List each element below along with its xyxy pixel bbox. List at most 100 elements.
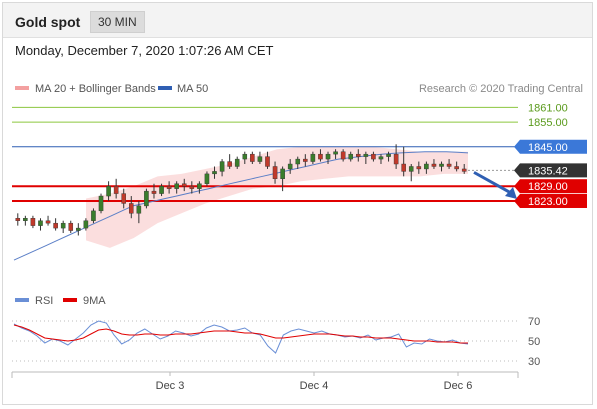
candle bbox=[121, 188, 126, 209]
candle-body bbox=[151, 190, 157, 194]
candle-body bbox=[318, 153, 323, 160]
candle-body bbox=[242, 153, 248, 160]
candle bbox=[371, 151, 376, 162]
ma50-legend-swatch bbox=[158, 86, 172, 90]
candle bbox=[250, 151, 255, 165]
copyright-text: Research © 2020 Trading Central bbox=[419, 83, 583, 95]
candle-body bbox=[113, 185, 119, 194]
timestamp: Monday, December 7, 2020 1:07:26 AM CET bbox=[15, 43, 274, 58]
candle-body bbox=[424, 163, 429, 170]
candle bbox=[144, 188, 149, 209]
candle-body bbox=[144, 190, 149, 207]
candle bbox=[234, 156, 240, 169]
candle bbox=[310, 151, 316, 165]
candle-body bbox=[15, 218, 21, 221]
support-label-box bbox=[520, 193, 587, 208]
candle bbox=[30, 215, 36, 229]
candle bbox=[204, 171, 210, 187]
candle-body bbox=[250, 153, 255, 162]
candle-body bbox=[159, 185, 164, 194]
candle-body bbox=[212, 171, 217, 175]
resistance-label-pointer bbox=[514, 139, 520, 154]
candle-body bbox=[340, 151, 346, 160]
chart-header: Gold spot 30 MIN bbox=[3, 3, 592, 38]
candle-body bbox=[348, 153, 353, 160]
candle bbox=[23, 215, 28, 226]
candle-body bbox=[60, 222, 66, 229]
candle-body bbox=[408, 166, 414, 172]
candle bbox=[363, 151, 369, 165]
time-tick-label: Dec 3 bbox=[156, 380, 185, 392]
rsi-legend-swatch bbox=[15, 298, 29, 302]
candle-body bbox=[166, 185, 172, 189]
candle-body bbox=[280, 168, 285, 180]
candle bbox=[454, 161, 459, 172]
candle bbox=[68, 220, 74, 234]
candle bbox=[45, 215, 51, 226]
candle-body bbox=[129, 203, 134, 214]
candle bbox=[393, 144, 399, 169]
candle bbox=[181, 178, 187, 192]
candle bbox=[424, 161, 429, 174]
candle bbox=[242, 151, 248, 165]
candle-body bbox=[76, 227, 81, 231]
candle bbox=[189, 181, 195, 194]
candle-body bbox=[121, 193, 126, 204]
candle bbox=[416, 161, 422, 174]
candle-body bbox=[325, 153, 331, 160]
candle-body bbox=[401, 163, 406, 172]
rsi-legend-label: RSI bbox=[35, 295, 53, 307]
resistance-label-box bbox=[520, 139, 587, 154]
candle-body bbox=[38, 220, 43, 226]
last-label-box bbox=[520, 163, 587, 178]
last-label: 1835.42 bbox=[528, 165, 568, 177]
candle-body bbox=[219, 161, 225, 172]
forecast-arrow bbox=[473, 171, 512, 195]
candle-body bbox=[295, 158, 301, 165]
ma50-line bbox=[13, 151, 469, 261]
candle-body bbox=[454, 166, 459, 170]
timeframe-badge[interactable]: 30 MIN bbox=[90, 11, 145, 33]
candle bbox=[401, 146, 406, 177]
candle-body bbox=[393, 153, 399, 165]
instrument-title: Gold spot bbox=[15, 14, 81, 30]
resistance-label: 1845.00 bbox=[528, 142, 568, 154]
candle-body bbox=[30, 218, 36, 226]
candle-body bbox=[234, 158, 240, 167]
rsi-ma-line bbox=[13, 324, 468, 344]
forecast-arrowhead bbox=[505, 186, 517, 199]
candle bbox=[386, 151, 391, 162]
rsi-level-label: 30 bbox=[528, 356, 540, 368]
candle bbox=[446, 159, 452, 169]
candle bbox=[303, 154, 308, 167]
candle bbox=[257, 151, 263, 165]
candle-body bbox=[98, 195, 104, 212]
candle-body bbox=[378, 156, 384, 160]
candle bbox=[197, 181, 202, 194]
candle bbox=[378, 154, 384, 165]
candle bbox=[333, 149, 338, 160]
candle-body bbox=[189, 185, 195, 189]
candle bbox=[113, 178, 119, 199]
resistance-label: 1855.00 bbox=[528, 117, 568, 129]
candle bbox=[227, 154, 232, 169]
candle-body bbox=[91, 210, 96, 221]
candle-body bbox=[23, 218, 28, 221]
candle-body bbox=[431, 163, 437, 167]
candle bbox=[136, 200, 142, 224]
bollinger-band bbox=[86, 146, 468, 248]
last-label-pointer bbox=[514, 163, 520, 178]
candle bbox=[38, 218, 43, 231]
candle bbox=[166, 181, 172, 194]
candle bbox=[287, 159, 293, 174]
candle-body bbox=[45, 220, 51, 224]
candle bbox=[348, 151, 353, 162]
candle-body bbox=[83, 220, 89, 229]
candle bbox=[174, 181, 179, 194]
candle-body bbox=[265, 156, 270, 167]
candle-body bbox=[371, 153, 376, 160]
bollinger-legend-swatch bbox=[15, 86, 29, 90]
candle-body bbox=[416, 166, 422, 170]
support-label: 1829.00 bbox=[528, 181, 568, 193]
